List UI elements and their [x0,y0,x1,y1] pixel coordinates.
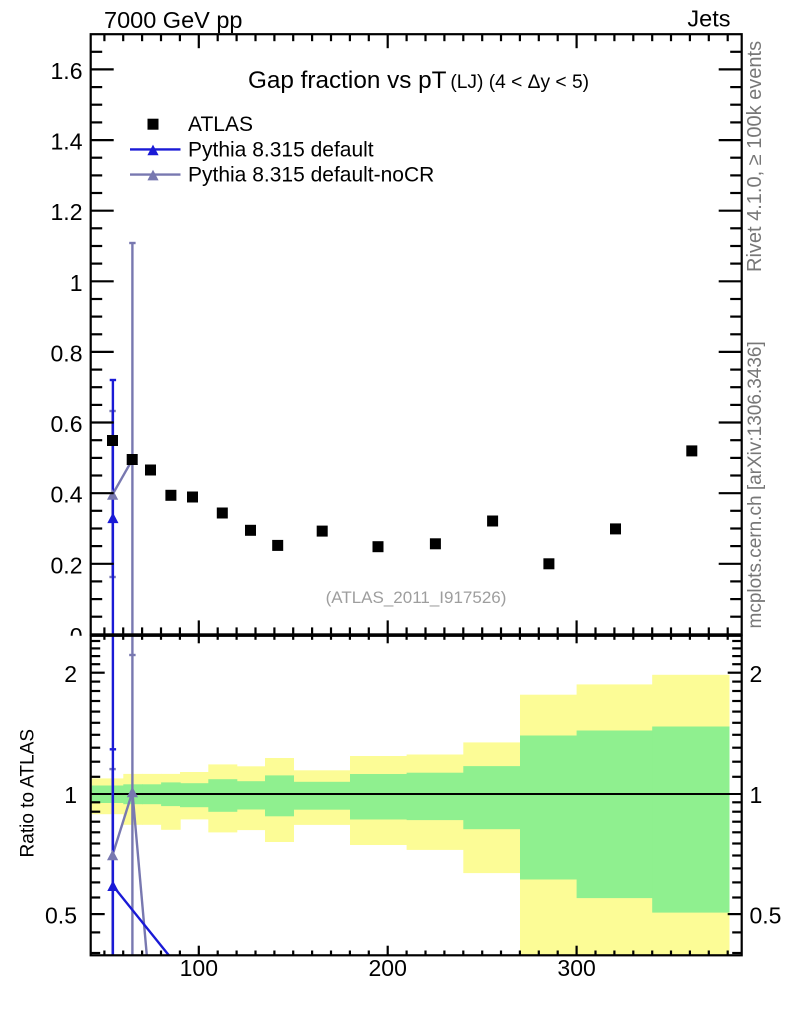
svg-text:Jets: Jets [687,6,730,32]
svg-text:0.8: 0.8 [51,340,83,366]
svg-text:0.5: 0.5 [750,903,782,929]
svg-text:Gap fraction vs pT (LJ) (4 < Δ: Gap fraction vs pT (LJ) (4 < Δy < 5) [248,67,589,94]
svg-text:Ratio to ATLAS: Ratio to ATLAS [18,729,39,858]
svg-text:200: 200 [369,955,407,981]
svg-text:1: 1 [750,782,763,808]
svg-text:0.6: 0.6 [51,411,83,437]
svg-text:1.6: 1.6 [51,58,83,84]
svg-text:Pythia 8.315 default: Pythia 8.315 default [188,138,374,161]
svg-text:100: 100 [180,955,218,981]
svg-text:7000 GeV pp: 7000 GeV pp [104,7,243,33]
svg-text:1: 1 [70,270,83,296]
svg-text:0.4: 0.4 [51,482,83,508]
svg-text:1.2: 1.2 [51,199,83,225]
svg-text:Pythia 8.315 default-noCR: Pythia 8.315 default-noCR [188,164,434,187]
svg-text:1.4: 1.4 [51,129,83,155]
svg-text:mcplots.cern.ch [arXiv:1306.34: mcplots.cern.ch [arXiv:1306.3436] [745,341,766,628]
svg-text:0: 0 [70,623,83,649]
svg-text:300: 300 [557,955,595,981]
svg-text:2: 2 [64,661,77,687]
svg-text:1: 1 [64,782,77,808]
svg-text:0.5: 0.5 [45,903,77,929]
svg-text:0.2: 0.2 [51,552,83,578]
svg-text:2: 2 [750,661,763,687]
svg-text:(ATLAS_2011_I917526): (ATLAS_2011_I917526) [326,588,507,607]
svg-text:ATLAS: ATLAS [188,113,253,136]
svg-text:Rivet 4.1.0, ≥ 100k events: Rivet 4.1.0, ≥ 100k events [744,41,766,272]
